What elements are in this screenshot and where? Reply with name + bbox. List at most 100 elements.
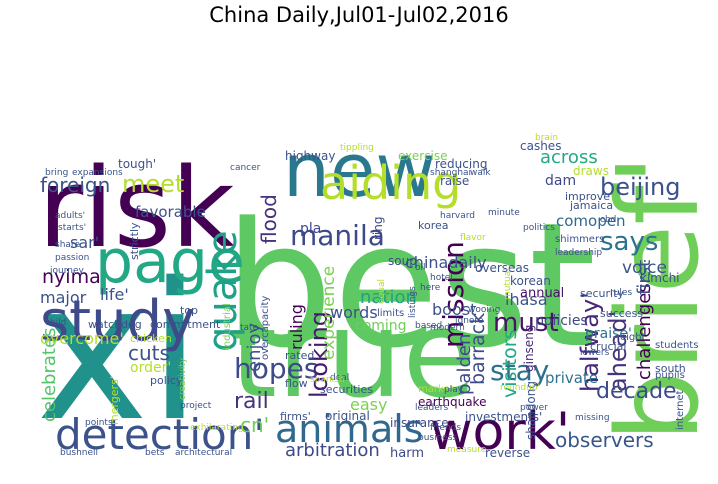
word: minute [488, 208, 520, 218]
word: insurance [390, 416, 449, 430]
chart-title: China Daily,Jul01-Jul02,2016 [209, 3, 508, 27]
word: palden [454, 334, 475, 395]
word: cancer [230, 163, 261, 173]
word: true' [230, 286, 509, 425]
word: nation [360, 287, 417, 308]
word: architectural [175, 448, 232, 458]
word: securities [320, 383, 373, 396]
word: flavor [460, 233, 486, 243]
word: annual [520, 286, 564, 301]
word: overcome' [40, 329, 124, 348]
word: leadership [555, 248, 602, 258]
word: ring [371, 217, 385, 241]
word: internet [675, 390, 686, 430]
word: tippling [340, 143, 374, 153]
word: major [40, 288, 87, 307]
word: security [580, 287, 624, 300]
word: south [655, 362, 686, 375]
word: rail [234, 389, 269, 414]
word: cashes [520, 139, 561, 153]
word: success' [600, 307, 646, 320]
word: limits [377, 308, 404, 319]
word: ginseng [522, 325, 536, 372]
word: harvard [440, 211, 475, 221]
word: pla [300, 221, 321, 237]
word: raise [440, 174, 469, 188]
word: roundup' [500, 383, 540, 393]
word: arbitration [285, 440, 380, 461]
word: risk [38, 144, 235, 272]
word: korean [510, 274, 551, 288]
word: life' [100, 285, 129, 304]
word: meet [122, 170, 184, 198]
word: business [418, 433, 458, 443]
word: rated [285, 349, 314, 362]
word: easy [350, 395, 387, 414]
word: soup [388, 254, 417, 268]
word: creativity [178, 357, 188, 400]
word: equal [377, 279, 387, 304]
word: chicken [130, 332, 172, 345]
word: flood [257, 194, 281, 244]
word: animals [275, 407, 424, 451]
word: pupils [655, 370, 685, 381]
word: foreign [40, 173, 110, 197]
word: detection' [55, 410, 265, 459]
word: based [415, 321, 442, 331]
word: celebrates [39, 328, 60, 422]
word: manila [290, 219, 385, 252]
word: mutual [503, 268, 513, 300]
word: overcapacity [260, 296, 271, 360]
word: lhasa [505, 290, 548, 309]
word: sar' [70, 233, 99, 252]
word: policy [150, 374, 183, 387]
word: ruling [287, 304, 306, 350]
word: oil [415, 263, 426, 273]
word: share [55, 240, 80, 250]
word: ahead' [604, 311, 632, 392]
word: market [418, 384, 454, 395]
word: industrial [222, 303, 233, 350]
word: investments' [465, 410, 542, 424]
word: shimmers [555, 234, 604, 245]
word: modern [430, 323, 465, 333]
word: play [444, 385, 464, 395]
word: halfway' [576, 292, 604, 392]
word: passion [55, 253, 89, 263]
word: expansions [72, 168, 123, 178]
word: here [420, 283, 441, 293]
word: listings [408, 286, 418, 318]
word: walk [470, 168, 491, 178]
word: ignore [455, 316, 484, 326]
word: top [180, 304, 198, 317]
word: hotel [430, 273, 453, 283]
word: first [634, 260, 655, 295]
word: boost [432, 300, 476, 319]
word: friends [430, 423, 461, 433]
word: bushnell [60, 448, 98, 458]
word: child [45, 318, 66, 328]
word: missing [575, 413, 610, 423]
word: tough' [118, 157, 156, 171]
word: strictly [128, 222, 141, 260]
word: dam [545, 173, 576, 189]
word: firms' [280, 410, 311, 423]
word: highway [285, 149, 335, 163]
word: exercise [398, 149, 448, 163]
word: project [180, 401, 212, 411]
word: nyima [42, 266, 101, 288]
word: new [283, 128, 436, 214]
word: overseas [475, 261, 529, 275]
word: points [85, 418, 113, 428]
word: mergers' [108, 376, 121, 425]
word: shanghai [430, 168, 471, 178]
word: policies [535, 313, 588, 329]
word: bring [45, 168, 68, 178]
word: says [600, 227, 658, 257]
word: kimchi [640, 271, 680, 285]
word: watchdog [88, 318, 142, 331]
word: starts' [58, 223, 86, 233]
word: chinadaily [405, 253, 487, 272]
